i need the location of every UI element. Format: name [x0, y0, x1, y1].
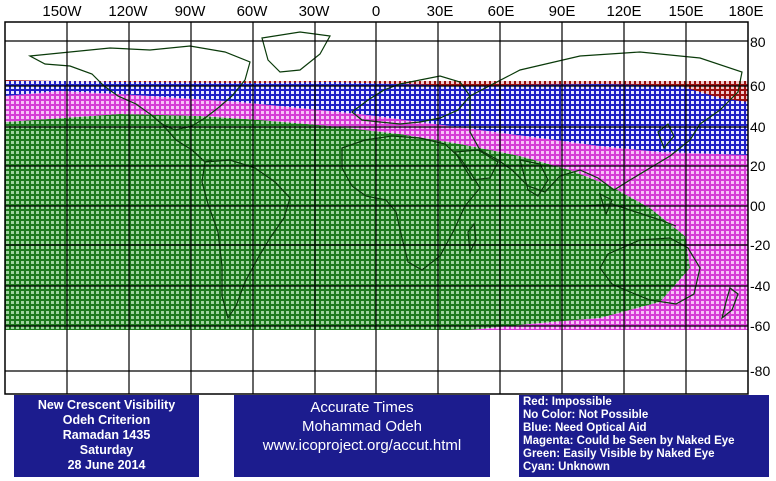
credits-title: Accurate Times — [310, 399, 414, 416]
info-date: 28 June 2014 — [67, 458, 146, 472]
longitude-axis: 150W 120W 90W 60W 30W 0 30E 60E 90E 120E… — [0, 0, 776, 22]
info-month: Ramadan 1435 — [62, 428, 151, 442]
lat-label: 20 — [750, 158, 766, 174]
graticule — [5, 22, 748, 394]
legend-green: Green: Easily Visible by Naked Eye — [523, 448, 715, 460]
coastlines — [27, 31, 743, 320]
lon-label: 120E — [606, 3, 642, 20]
lon-label: 150W — [42, 3, 82, 20]
zone-red — [5, 80, 748, 102]
lat-label: -40 — [750, 278, 771, 294]
lon-label: 30W — [298, 3, 330, 20]
visibility-map — [4, 21, 749, 395]
info-criterion: Odeh Criterion — [62, 413, 151, 427]
lat-label: -60 — [750, 318, 771, 334]
lon-label: 0 — [371, 3, 381, 20]
zone-green — [5, 114, 690, 330]
map-frame — [4, 21, 749, 395]
crescent-info-panel: New Crescent Visibility Odeh Criterion R… — [14, 395, 199, 477]
legend-magenta: Magenta: Could be Seen by Naked Eye — [523, 435, 735, 447]
credits-author: Mohammad Odeh — [301, 418, 423, 435]
lat-label: 80 — [750, 34, 766, 50]
lon-label: 90W — [174, 3, 206, 20]
info-weekday: Saturday — [79, 443, 134, 457]
lon-label: 60E — [487, 3, 515, 20]
lon-label: 60W — [236, 3, 268, 20]
legend-red: Red: Impossible — [523, 396, 612, 408]
lon-label: 150E — [668, 3, 704, 20]
lat-label: 40 — [750, 119, 766, 135]
legend-blue: Blue: Need Optical Aid — [523, 422, 647, 434]
credits-panel: Accurate Times Mohammad Odeh www.icoproj… — [234, 395, 490, 477]
lon-label: 90E — [548, 3, 576, 20]
latitude-axis: 80 60 40 20 00 -20 -40 -60 -80 — [748, 0, 776, 400]
credits-url[interactable]: www.icoproject.org/accut.html — [262, 437, 462, 454]
lon-label: 30E — [426, 3, 454, 20]
info-title: New Crescent Visibility — [37, 398, 176, 412]
lon-label: 120W — [108, 3, 148, 20]
lat-label: 60 — [750, 78, 766, 94]
legend-cyan: Cyan: Unknown — [523, 461, 610, 473]
legend-panel: Red: Impossible No Color: Not Possible B… — [519, 395, 769, 477]
lon-label: 180E — [728, 3, 764, 20]
lat-label: -80 — [750, 363, 771, 379]
lat-label: 00 — [750, 198, 766, 214]
lat-label: -20 — [750, 237, 771, 253]
legend-none: No Color: Not Possible — [523, 409, 649, 421]
